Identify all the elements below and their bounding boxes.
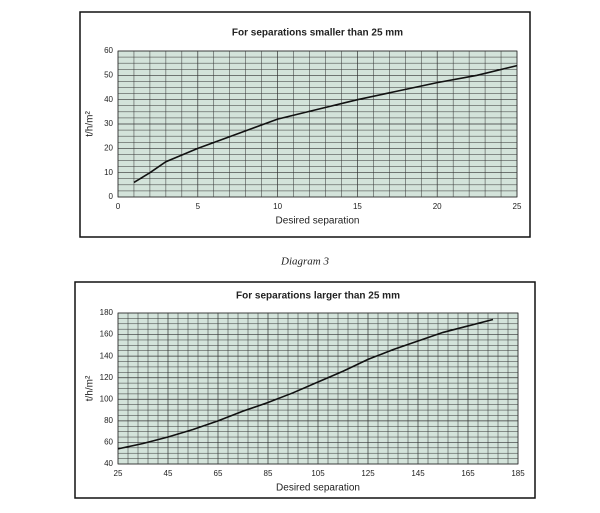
x-tick-label: 15 <box>353 202 362 211</box>
x-tick-label: 45 <box>164 469 173 478</box>
chart-frame <box>74 281 536 499</box>
x-tick-label: 145 <box>411 469 425 478</box>
caption: Diagram 3 <box>280 256 329 268</box>
y-tick-label: 60 <box>104 46 113 55</box>
y-tick-label: 140 <box>100 351 114 360</box>
y-tick-label: 40 <box>104 95 113 104</box>
y-tick-label: 120 <box>100 373 114 382</box>
x-tick-label: 25 <box>114 469 123 478</box>
x-axis-label: Desired separation <box>276 216 360 227</box>
x-tick-label: 185 <box>511 469 525 478</box>
y-tick-label: 50 <box>104 70 113 79</box>
data-line <box>117 318 494 450</box>
y-tick-label: 30 <box>104 119 113 128</box>
x-tick-label: 0 <box>116 202 121 211</box>
y-tick-label: 180 <box>100 308 114 317</box>
x-tick-label: 85 <box>264 469 273 478</box>
x-tick-label: 105 <box>311 469 325 478</box>
x-tick-label: 20 <box>433 202 442 211</box>
y-axis-label: t/h/m² <box>85 111 96 137</box>
y-tick-label: 40 <box>104 459 113 468</box>
x-tick-label: 5 <box>196 202 201 211</box>
y-tick-label: 60 <box>104 438 113 447</box>
chart-title: For separations smaller than 25 mm <box>232 28 403 39</box>
x-tick-label: 10 <box>273 202 282 211</box>
x-tick-label: 165 <box>461 469 475 478</box>
y-tick-label: 20 <box>104 143 113 152</box>
y-tick-label: 80 <box>104 416 113 425</box>
y-tick-label: 0 <box>109 192 114 201</box>
plot-border <box>117 50 518 198</box>
chart-title: For separations larger than 25 mm <box>236 291 400 302</box>
x-tick-label: 25 <box>513 202 522 211</box>
y-tick-label: 160 <box>100 330 114 339</box>
data-line <box>133 64 518 184</box>
x-tick-label: 65 <box>214 469 223 478</box>
x-tick-label: 125 <box>361 469 375 478</box>
y-tick-label: 100 <box>100 394 114 403</box>
y-tick-label: 10 <box>104 168 113 177</box>
plot-border <box>117 312 519 465</box>
chart-frame <box>79 11 531 238</box>
x-axis-label: Desired separation <box>276 483 360 494</box>
y-axis-label: t/h/m² <box>85 375 96 401</box>
